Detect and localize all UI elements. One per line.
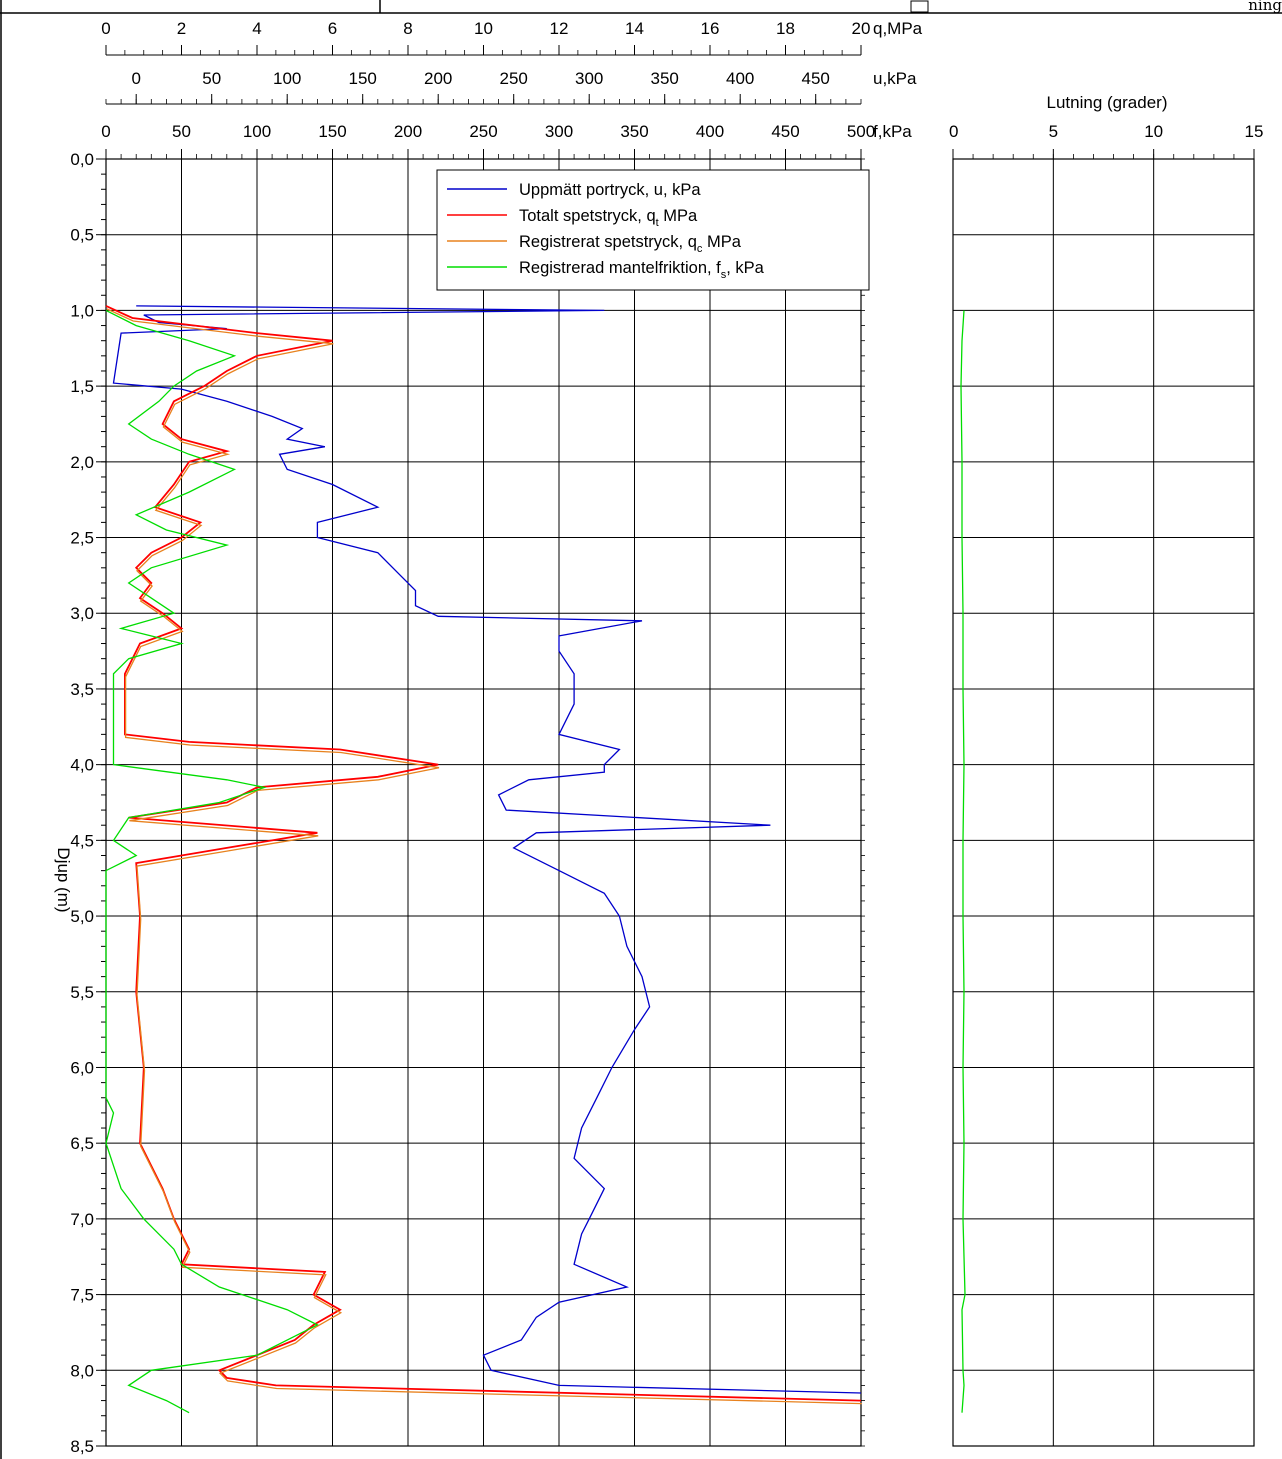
y-axis-label: Djup (m) — [54, 847, 73, 912]
legend: Uppmätt portryck, u, kPa Totalt spetstryc… — [436, 169, 870, 291]
legend-unit: , kPa — [726, 259, 764, 277]
tilt-tick-label: 15 — [1245, 122, 1264, 141]
axis-f-tick-label: 100 — [243, 122, 271, 141]
axis-q-tick-label: 0 — [101, 19, 110, 38]
axis-f-tick-label: 250 — [469, 122, 497, 141]
axis-f-tick-label: 450 — [771, 122, 799, 141]
axis-q-tick-label: 10 — [474, 19, 493, 38]
tilt-plot: 0 5 10 15 Lutning (grader) — [949, 93, 1264, 1447]
depth-tick-label: 1,0 — [70, 301, 94, 320]
axis-q-tick-label: 14 — [625, 19, 644, 38]
axis-q-tick-label: 2 — [177, 19, 186, 38]
axis-f-tick-label: 500 — [847, 122, 875, 141]
axis-f-tick-label: 50 — [172, 122, 191, 141]
axis-u-tick-label: 300 — [575, 69, 603, 88]
header-title: ning — [1248, 0, 1282, 14]
header-checkbox — [910, 0, 929, 13]
axis-u-tick-label: 0 — [131, 69, 140, 88]
depth-tick-label: 7,5 — [70, 1286, 94, 1305]
axis-u-tick-label: 150 — [349, 69, 377, 88]
axis-q-label: q,MPa — [873, 19, 923, 38]
series-line-f-3 — [105, 309, 319, 1414]
depth-tick-label: 2,0 — [70, 453, 94, 472]
legend-entry-label: Registrerad mantelfriktion, fs, kPa — [519, 259, 765, 281]
depth-tick-label: 1,5 — [70, 377, 94, 396]
axis-u-tick-label: 400 — [726, 69, 754, 88]
depth-tick-label: 8,5 — [70, 1437, 94, 1456]
axis-q-tick-label: 8 — [403, 19, 412, 38]
depth-tick-label: 6,5 — [70, 1134, 94, 1153]
axis-q-tick-label: 16 — [701, 19, 720, 38]
legend-unit: MPa — [702, 233, 741, 251]
axis-f-tick-label: 200 — [394, 122, 422, 141]
legend-unit: MPa — [659, 207, 698, 225]
tilt-tick-label: 5 — [1049, 122, 1058, 141]
axis-u-tick-label: 50 — [202, 69, 221, 88]
depth-tick-label: 5,0 — [70, 907, 94, 926]
series-line-u-0 — [112, 305, 862, 1394]
depth-tick-label: 0,5 — [70, 226, 94, 245]
axis-u-tick-label: 100 — [273, 69, 301, 88]
axis-q-tick-label: 18 — [776, 19, 795, 38]
depth-tick-label: 5,5 — [70, 983, 94, 1002]
axis-q-tick-label: 6 — [328, 19, 337, 38]
depth-tick-label: 6,0 — [70, 1058, 94, 1077]
axis-f-label: f,kPa — [873, 122, 912, 141]
axis-u-tick-label: 350 — [651, 69, 679, 88]
depth-tick-label: 3,5 — [70, 680, 94, 699]
axis-f-tick-label: 0 — [101, 122, 110, 141]
series-line-q-2 — [106, 308, 862, 1405]
axis-u-tick-label: 200 — [424, 69, 452, 88]
tilt-plot-frame — [952, 158, 1255, 1447]
legend-entry-label: Registrerat spetstryck, qc MPa — [519, 233, 742, 255]
legend-subscript: t — [656, 217, 659, 229]
axis-f-tick-label: 400 — [696, 122, 724, 141]
legend-subscript: c — [697, 243, 703, 255]
depth-tick-label: 2,5 — [70, 529, 94, 548]
axis-f-tick-label: 150 — [318, 122, 346, 141]
axis-q-tick-label: 20 — [852, 19, 871, 38]
tilt-tick-label: 0 — [949, 122, 958, 141]
axis-q-tick-label: 12 — [550, 19, 569, 38]
legend-subscript: s — [721, 269, 727, 281]
main-plot: 0,0 0,5 1,0 1,5 2,0 2,5 3,0 3,5 4,0 4,5 5,0 5,5 6,0 6… — [54, 19, 923, 1456]
axis-f-tick-label: 300 — [545, 122, 573, 141]
depth-tick-label: 7,0 — [70, 1210, 94, 1229]
legend-entry-label: Totalt spetstryck, qt MPa — [519, 207, 698, 229]
legend-box — [436, 169, 870, 291]
depth-tick-label: 4,0 — [70, 756, 94, 775]
legend-entry-label: Uppmätt portryck, u, kPa — [519, 181, 701, 199]
depth-tick-label: 3,0 — [70, 604, 94, 623]
tilt-axis-label: Lutning (grader) — [1047, 93, 1168, 112]
depth-tick-label: 8,0 — [70, 1361, 94, 1380]
axis-f-tick-label: 350 — [620, 122, 648, 141]
axis-q-tick-label: 4 — [252, 19, 261, 38]
depth-tick-label: 0,0 — [70, 150, 94, 169]
axis-u-label: u,kPa — [873, 69, 917, 88]
series-line-q-1 — [105, 305, 862, 1402]
tilt-series-line — [960, 310, 966, 1413]
axis-u-tick-label: 450 — [802, 69, 830, 88]
depth-tick-label: 4,5 — [70, 831, 94, 850]
axis-u-tick-label: 250 — [500, 69, 528, 88]
tilt-tick-label: 10 — [1144, 122, 1163, 141]
